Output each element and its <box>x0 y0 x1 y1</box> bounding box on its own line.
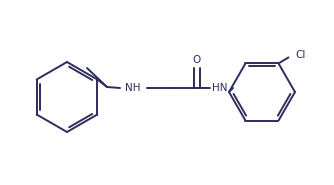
Text: HN: HN <box>212 83 228 93</box>
Text: NH: NH <box>125 83 141 93</box>
Text: Cl: Cl <box>296 51 306 60</box>
Text: O: O <box>193 55 201 65</box>
